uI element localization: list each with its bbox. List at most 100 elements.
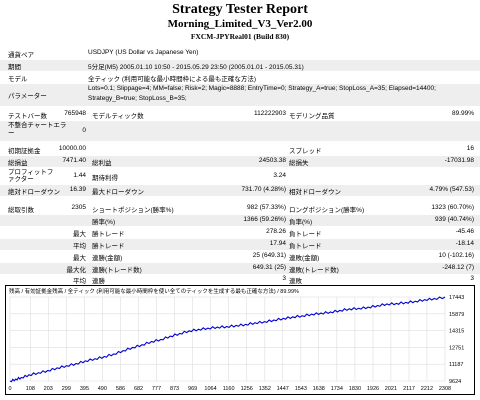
x-tick-label: 969 xyxy=(188,386,197,392)
stats-row-pf: プロフィットファクター 1.44 期待利得 3.24 xyxy=(0,168,480,184)
stats-row-trades: 総取引数 2305 ショートポジション(勝率%) 982 (57.33%) ロン… xyxy=(0,203,480,214)
payoff-value: 3.24 xyxy=(273,172,286,179)
deposit-label: 初期証拠金 xyxy=(8,148,41,155)
x-tick-label: 2212 xyxy=(421,386,433,392)
spread-label: スプレッド xyxy=(289,148,322,155)
loss-label: 負率(%) xyxy=(289,219,313,226)
x-tick-label: 203 xyxy=(44,386,53,392)
y-tick-label: 17443 xyxy=(449,295,464,301)
avg-consec-loss-label: 連敗 xyxy=(289,278,302,285)
maximal-loss-value: -248.12 (7) xyxy=(442,264,474,271)
info-row-symbol: 通貨ペア USDJPY (US Dollar vs Japanese Yen) xyxy=(0,48,480,59)
chart-header: 残高 / 有効証拠金残高 / 全ティック (利用可能な最小時間枠を使い全てのティ… xyxy=(9,287,299,295)
max-dd-value: 731.70 (4.28%) xyxy=(241,186,286,193)
max-label: 最大 xyxy=(73,231,86,238)
long-value: 1323 (60.70%) xyxy=(431,204,474,211)
net-value: 7471.40 xyxy=(62,157,87,164)
short-label: ショートポジション(勝率%) xyxy=(92,207,174,214)
y-tick-label: 15879 xyxy=(449,312,464,318)
avg-win-label: 勝トレード xyxy=(92,243,125,250)
x-tick-label: 1638 xyxy=(313,386,325,392)
x-tick-label: 2021 xyxy=(385,386,397,392)
x-tick-label: 586 xyxy=(116,386,125,392)
avg-consec-win-value: 3 xyxy=(282,275,286,282)
avg-consec-loss-value: 3 xyxy=(470,275,474,282)
gross-loss-label: 総損失 xyxy=(289,160,309,167)
x-tick-label: 1160 xyxy=(223,386,235,392)
gross-profit-value: 24503.38 xyxy=(258,157,286,164)
x-tick-label: 1926 xyxy=(367,386,379,392)
x-tick-label: 1447 xyxy=(277,386,289,392)
avg-loss-value: -18.14 xyxy=(455,240,474,247)
rel-dd-value: 4.79% (547.53) xyxy=(429,186,474,193)
abs-dd-value: 16.39 xyxy=(69,186,86,193)
chart-y-ticks: 17443 15879 14315 12751 11187 9624 xyxy=(449,295,464,385)
quality-value: 89.99% xyxy=(451,110,474,117)
x-tick-label: 0 xyxy=(8,386,11,392)
avg-label: 平均 xyxy=(73,243,86,250)
max-consec-loss-label: 連敗(金額) xyxy=(289,255,320,262)
deposit-value: 10000.00 xyxy=(58,145,86,152)
quality-label: モデリング品質 xyxy=(289,113,335,120)
model-label: モデル xyxy=(8,76,28,83)
report-subtitle: Morning_Limited_V3_Ver2.00 xyxy=(167,18,313,30)
max-consec-win-label: 連勝(金額) xyxy=(92,255,123,262)
stats-row-dd: 絶対ドローダウン 16.39 最大ドローダウン 731.70 (4.28%) 相… xyxy=(0,185,480,196)
maximal-loss-label: 連敗(トレード数) xyxy=(289,267,339,274)
server-label: FXCM-JPYReal01 (Build 830) xyxy=(190,32,290,41)
largest-win-value: 278.26 xyxy=(266,228,286,235)
balance-chart: 残高 / 有効証拠金残高 / 全ティック (利用可能な最小時間枠を使い全てのティ… xyxy=(5,285,475,395)
largest-win-label: 勝トレード xyxy=(92,231,125,238)
x-tick-label: 2117 xyxy=(403,386,415,392)
stats-row-net: 総損益 7471.40 総利益 24503.38 総損失 -17031.98 xyxy=(0,156,480,167)
pf-label: プロフィットファクター xyxy=(8,169,54,183)
bars-label: テストバー数 xyxy=(8,113,47,120)
loss-value: 939 (40.74%) xyxy=(434,216,474,223)
gross-profit-label: 総利益 xyxy=(92,160,112,167)
spread-value: 16 xyxy=(466,145,474,152)
rel-dd-label: 相対ドローダウン xyxy=(289,189,341,196)
max-consec-loss-value: 10 (-102.16) xyxy=(438,252,474,259)
info-row-model: モデル 全ティック (利用可能な最小時間枠による最も正確な方法) xyxy=(0,72,480,83)
y-tick-label: 11187 xyxy=(449,362,463,368)
stats-row-bars: テストバー数 765948 モデルティック数 112222903 モデリング品質… xyxy=(0,109,480,120)
x-tick-label: 490 xyxy=(98,386,107,392)
ticks-label: モデルティック数 xyxy=(92,113,144,120)
params-value-2: Strategy_B=true; StopLoss_B=35; xyxy=(88,95,187,102)
stats-row-deposit: 初期証拠金 10000.00 スプレッド 16 xyxy=(0,144,480,155)
long-label: ロングポジション(勝率%) xyxy=(289,207,365,214)
chart-border xyxy=(5,285,475,395)
max2-label: 最大 xyxy=(73,255,86,262)
report-title: Strategy Tester Report xyxy=(172,2,308,17)
win-label: 勝率(%) xyxy=(92,219,116,226)
maximal-win-label: 連勝(トレード数) xyxy=(92,267,142,274)
avg-loss-label: 負トレード xyxy=(289,243,322,250)
x-tick-label: 395 xyxy=(80,386,89,392)
pf-value: 1.44 xyxy=(73,172,86,179)
maximal-win-value: 649.31 (25) xyxy=(252,264,286,271)
balance-chart-svg: 残高 / 有効証拠金残高 / 全ティック (利用可能な最小時間枠を使い全てのティ… xyxy=(5,285,475,395)
trades-label: 総取引数 xyxy=(8,207,34,214)
largest-loss-label: 負トレード xyxy=(289,231,322,238)
max-dd-label: 最大ドローダウン xyxy=(92,189,144,196)
payoff-label: 期待利得 xyxy=(92,175,118,182)
y-tick-label: 12751 xyxy=(449,345,464,351)
short-value: 982 (57.33%) xyxy=(246,204,286,211)
mismatch-value: 0 xyxy=(82,127,86,134)
period-label: 期間 xyxy=(8,64,21,71)
x-tick-label: 1734 xyxy=(331,386,343,392)
win-value: 1366 (59.26%) xyxy=(243,216,286,223)
x-tick-label: 1830 xyxy=(349,386,361,392)
y-tick-label: 14315 xyxy=(449,329,464,335)
stats-row-avg-consec: 平均 連勝 3 連敗 3 xyxy=(0,274,480,285)
mismatch-label: 不整合チャートエラー xyxy=(8,122,67,137)
stats-row-largest: 最大 勝トレード 278.26 負トレード -45.46 xyxy=(0,227,480,238)
avg-consec-win-label: 連勝 xyxy=(92,278,105,285)
net-label: 総損益 xyxy=(8,160,28,167)
stats-row-mismatch: 不整合チャートエラー 0 xyxy=(0,121,480,141)
info-row-params: パラメーター Lots=0.1; Slippage=4; MM=false; R… xyxy=(0,84,480,106)
max-consec-win-value: 25 (649.31) xyxy=(252,252,286,259)
stats-row-winrate: 勝率(%) 1366 (59.26%) 負率(%) 939 (40.74%) xyxy=(0,215,480,226)
x-tick-label: 1256 xyxy=(241,386,253,392)
params-label: パラメーター xyxy=(8,93,47,100)
